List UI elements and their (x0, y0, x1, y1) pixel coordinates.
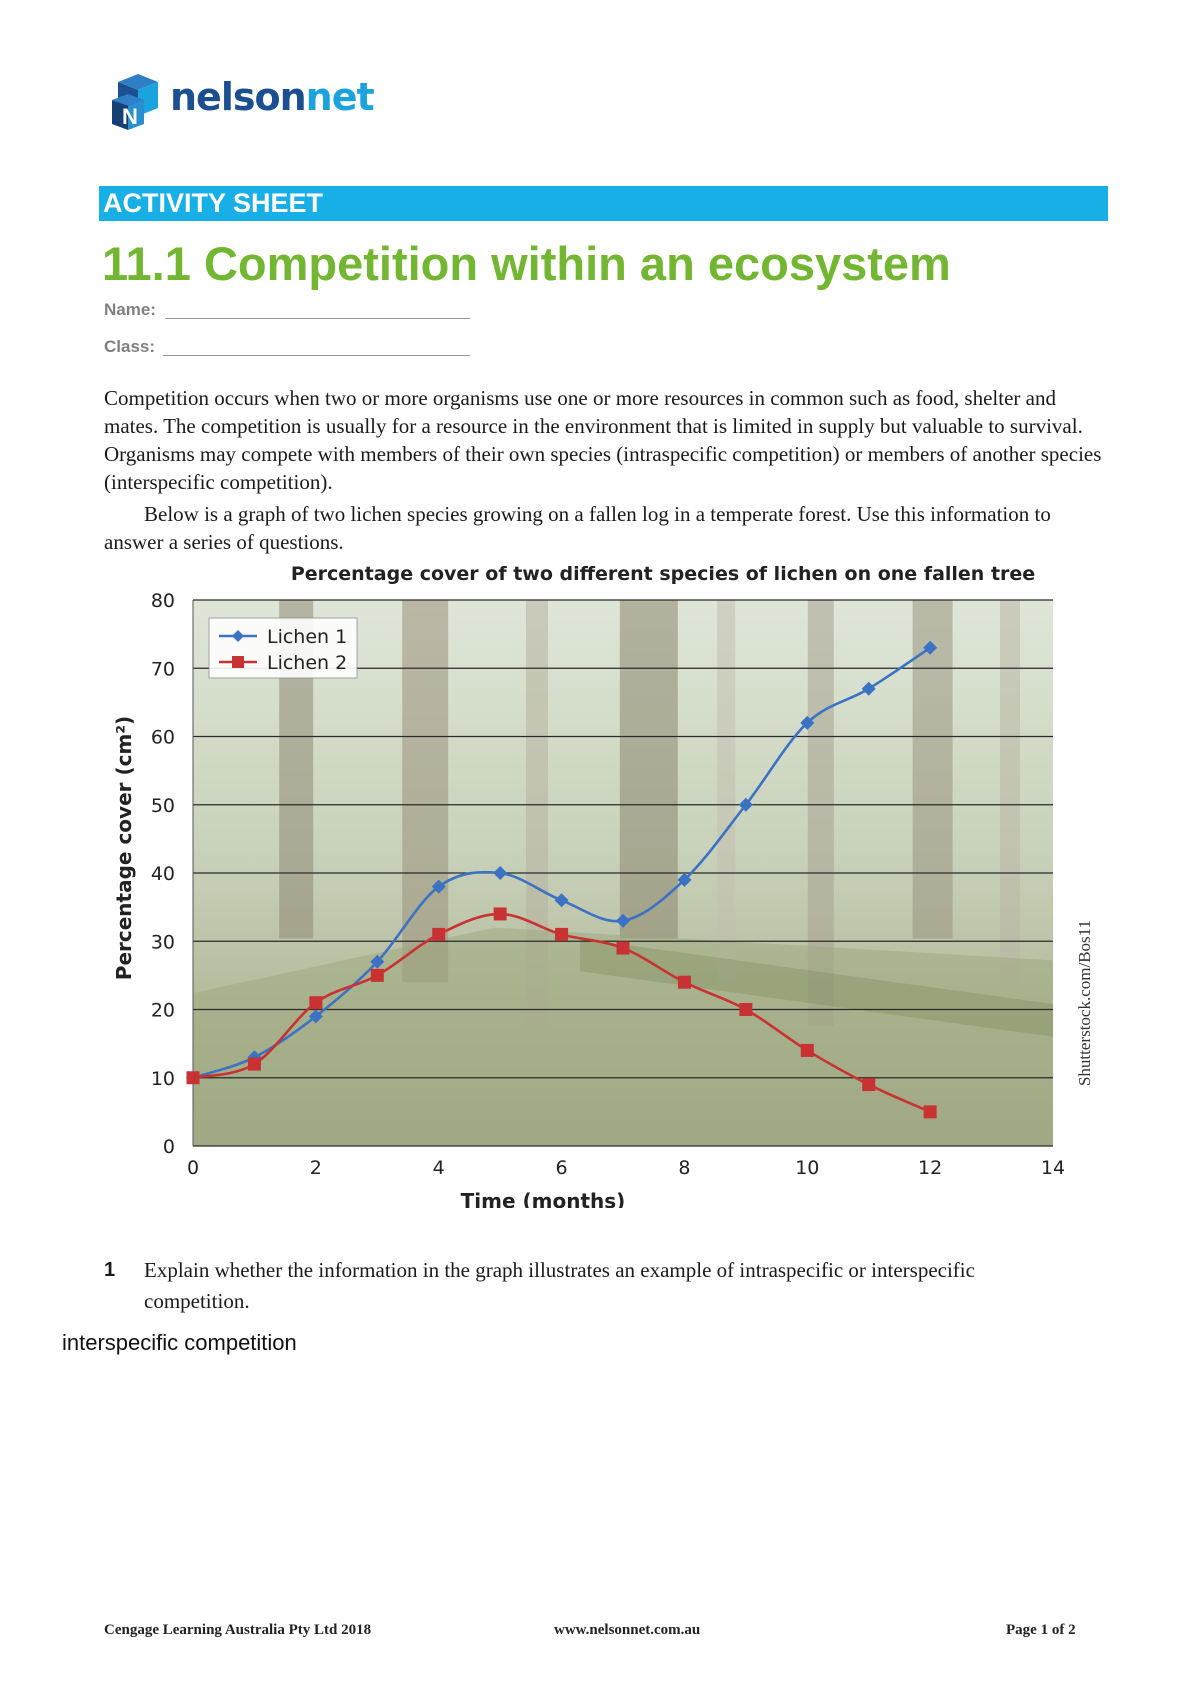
data-point-lichen-1 (923, 640, 938, 655)
chart-legend: Lichen 1 Lichen 2 (208, 617, 358, 679)
data-point-lichen-2 (432, 927, 446, 941)
x-tick-label: 0 (187, 1157, 199, 1179)
name-field-label: Name: (104, 300, 156, 319)
intro-paragraph-2: Below is a graph of two lichen species g… (104, 502, 1051, 554)
svg-text:N: N (122, 104, 138, 129)
lichen-chart: 0 10 20 30 40 50 60 70 80 0 2 4 6 8 10 12 14 Percentage c… (100, 558, 1110, 1213)
activity-sheet-banner: ACTIVITY SHEET (99, 186, 1108, 221)
data-point-lichen-1 (554, 893, 569, 908)
data-point-lichen-1 (800, 715, 815, 730)
image-credit: Shutterstock.com/Bos11 (1075, 920, 1094, 1086)
data-point-lichen-1 (738, 797, 753, 812)
data-point-lichen-2 (186, 1071, 200, 1085)
y-tick-label: 50 (151, 795, 175, 817)
data-point-lichen-1 (861, 681, 876, 696)
data-point-lichen-2 (555, 927, 569, 941)
legend-marker-square (232, 656, 244, 668)
y-tick-label: 60 (151, 727, 175, 749)
page-title: 11.1 Competition within an ecosystem (102, 237, 951, 290)
y-tick-label: 20 (151, 1000, 175, 1022)
data-point-lichen-1 (493, 866, 508, 880)
chart-series-layer (186, 640, 938, 1119)
y-tick-label: 80 (151, 590, 175, 612)
legend-marker-diamond (232, 630, 244, 642)
nelsonnet-cube-icon: N (112, 74, 158, 130)
x-tick-label: 4 (433, 1157, 445, 1179)
x-tick-label: 10 (795, 1157, 819, 1179)
tree-trunk (717, 600, 736, 983)
question-number: 1 (104, 1259, 116, 1281)
data-point-lichen-2 (247, 1057, 261, 1071)
x-axis-label: Time (months) (461, 1189, 626, 1208)
data-point-lichen-2 (493, 907, 507, 921)
class-field[interactable] (163, 355, 470, 356)
class-field-label: Class: (104, 337, 156, 356)
y-tick-label: 40 (151, 863, 175, 885)
data-point-lichen-2 (862, 1078, 876, 1092)
legend-label: Lichen 1 (267, 626, 347, 648)
data-point-lichen-1 (677, 872, 692, 887)
x-tick-label: 12 (918, 1157, 942, 1179)
answer-text[interactable]: interspecific competition (62, 1330, 297, 1355)
footer-page-number: Page 1 of 2 (1006, 1622, 1076, 1638)
question-text: Explain whether the information in the g… (144, 1258, 975, 1313)
tree-trunk (619, 600, 678, 939)
y-axis-label: Percentage cover (cm²) (112, 716, 136, 980)
data-point-lichen-2 (370, 968, 384, 982)
data-point-lichen-2 (800, 1043, 814, 1057)
y-tick-label: 30 (151, 931, 175, 953)
intro-paragraph-1: Competition occurs when two or more orga… (104, 386, 1102, 494)
brand-wordmark: nelsonnet (170, 75, 375, 119)
x-tick-label: 14 (1041, 1157, 1065, 1179)
data-point-lichen-2 (309, 996, 323, 1010)
tree-trunk (526, 600, 548, 1026)
x-tick-label: 2 (310, 1157, 322, 1179)
brand-name-part1: nelson (170, 75, 307, 119)
data-point-lichen-1 (431, 879, 446, 894)
data-point-lichen-1 (370, 954, 385, 969)
y-tick-label: 10 (151, 1068, 175, 1090)
data-point-lichen-1 (247, 1050, 262, 1065)
chart-title: Percentage cover of two different specie… (291, 563, 1035, 585)
data-point-lichen-2 (739, 1003, 753, 1016)
name-field[interactable] (165, 318, 470, 319)
y-tick-label: 0 (163, 1136, 175, 1158)
chart-gridlines (192, 599, 1053, 1147)
tree-trunk (1000, 600, 1020, 983)
tree-trunk (402, 600, 449, 983)
data-point-lichen-1 (616, 913, 630, 928)
footer-copyright: Cengage Learning Australia Pty Ltd 2018 (104, 1622, 372, 1638)
chart-text-layer: 0 10 20 30 40 50 60 70 80 0 2 4 6 8 10 12 14 Percentage c… (112, 563, 1094, 1213)
tree-trunk (807, 600, 834, 1026)
footer-website: www.nelsonnet.com.au (554, 1622, 701, 1638)
data-point-lichen-1 (308, 1009, 323, 1024)
data-point-lichen-2 (677, 975, 691, 989)
x-tick-label: 8 (678, 1157, 690, 1179)
fallen-log (580, 938, 1053, 1037)
y-tick-label: 70 (151, 658, 175, 680)
data-point-lichen-2 (923, 1105, 937, 1119)
data-point-lichen-2 (616, 941, 630, 955)
forest-floor (193, 927, 1053, 1146)
x-tick-label: 6 (556, 1157, 568, 1179)
lichen-line-chart: 0 10 20 30 40 50 60 70 80 0 2 4 6 8 10 12 14 Percentage c… (112, 563, 1094, 1213)
legend-label: Lichen 2 (267, 652, 347, 674)
nelsonnet-logo: N nelsonnet (108, 72, 408, 142)
brand-name-part2: net (305, 75, 375, 119)
